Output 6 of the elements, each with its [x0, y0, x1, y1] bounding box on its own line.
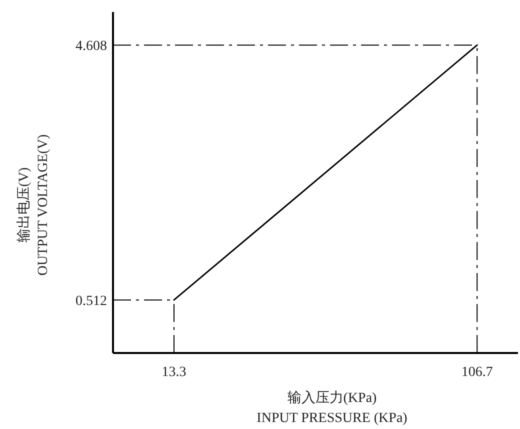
x-tick-label: 106.7	[461, 365, 493, 380]
y-tick-label: 4.608	[76, 39, 107, 54]
y-axis-title: 输出电压(V) OUTPUT VOLTAGE(V)	[16, 134, 51, 276]
y-tick-label: 0.512	[76, 294, 107, 309]
x-tick-label: 13.3	[162, 365, 186, 380]
x-axis-title: 输入压力(KPa) INPUT PRESSURE (KPa)	[256, 390, 408, 426]
